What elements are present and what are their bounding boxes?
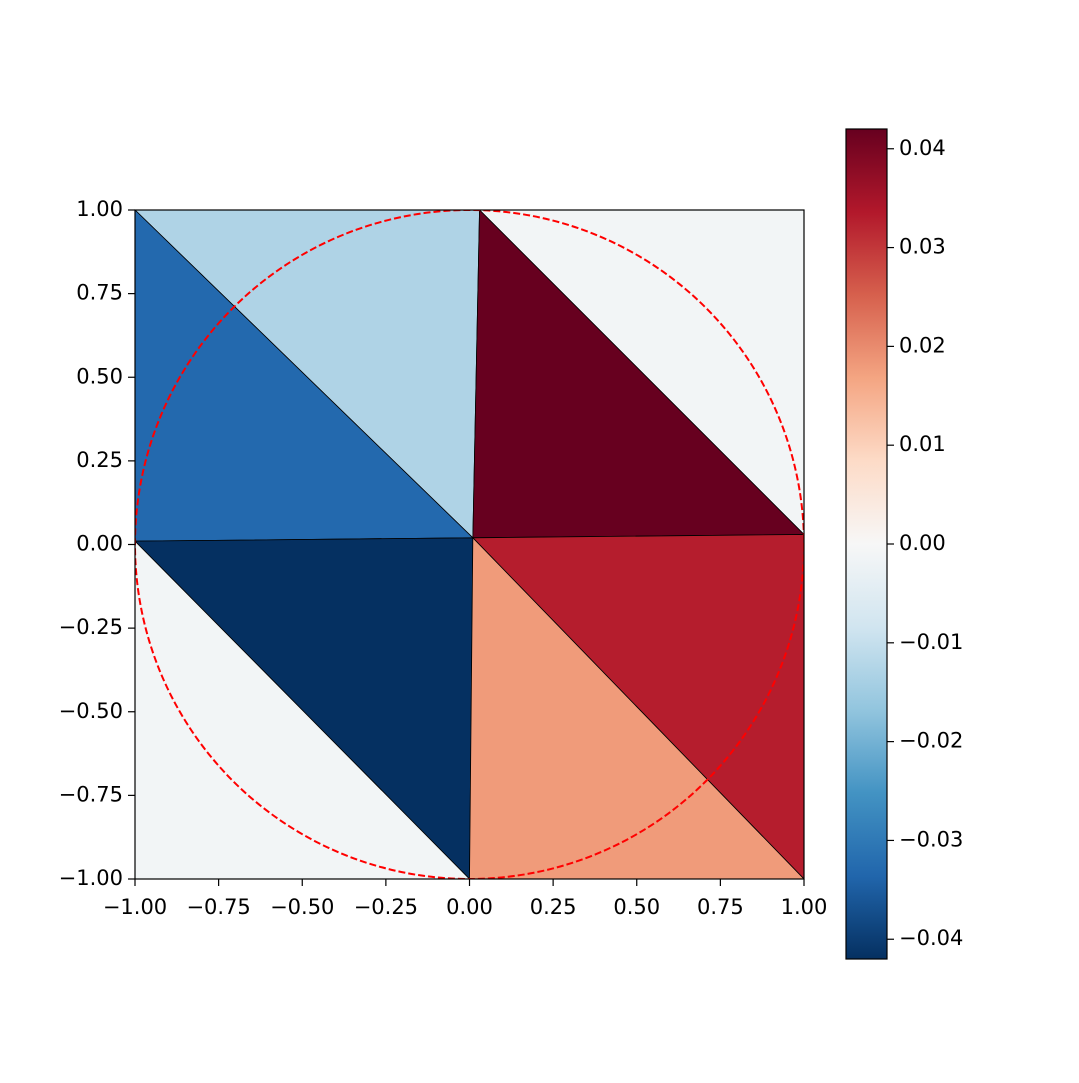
x-tick-label: 0.50 [613, 895, 660, 919]
colorbar-tick-label: 0.01 [899, 432, 946, 456]
colorbar-tick-label: 0.04 [899, 136, 946, 160]
y-tick-label: −0.25 [59, 615, 123, 639]
plot-area [135, 210, 804, 879]
colorbar-tick-label: −0.03 [899, 827, 963, 851]
y-tick-label: 1.00 [76, 197, 123, 221]
x-tick-label: −0.25 [354, 895, 418, 919]
y-tick-label: −0.50 [59, 699, 123, 723]
colorbar-tick-label: −0.02 [899, 729, 963, 753]
y-tick-label: 0.00 [76, 532, 123, 556]
y-tick-label: 0.25 [76, 448, 123, 472]
colorbar-tick-label: 0.03 [899, 235, 946, 259]
x-tick-label: 0.75 [697, 895, 744, 919]
y-tick-label: −1.00 [59, 866, 123, 890]
x-tick-label: 1.00 [781, 895, 828, 919]
colorbar-tick-label: −0.01 [899, 630, 963, 654]
y-tick-label: −0.75 [59, 782, 123, 806]
x-tick-label: −0.75 [186, 895, 250, 919]
y-tick-label: 0.75 [76, 281, 123, 305]
triangle [469, 536, 804, 879]
x-tick-label: −0.50 [270, 895, 334, 919]
x-tick-label: 0.25 [530, 895, 577, 919]
x-tick-label: −1.00 [103, 895, 167, 919]
colorbar [845, 128, 888, 960]
colorbar-tick-label: 0.00 [899, 531, 946, 555]
colorbar-tick-label: 0.02 [899, 333, 946, 357]
y-tick-label: 0.50 [76, 364, 123, 388]
colorbar-tick-label: −0.04 [899, 926, 963, 950]
triangle [135, 540, 471, 879]
x-tick-label: 0.00 [446, 895, 493, 919]
